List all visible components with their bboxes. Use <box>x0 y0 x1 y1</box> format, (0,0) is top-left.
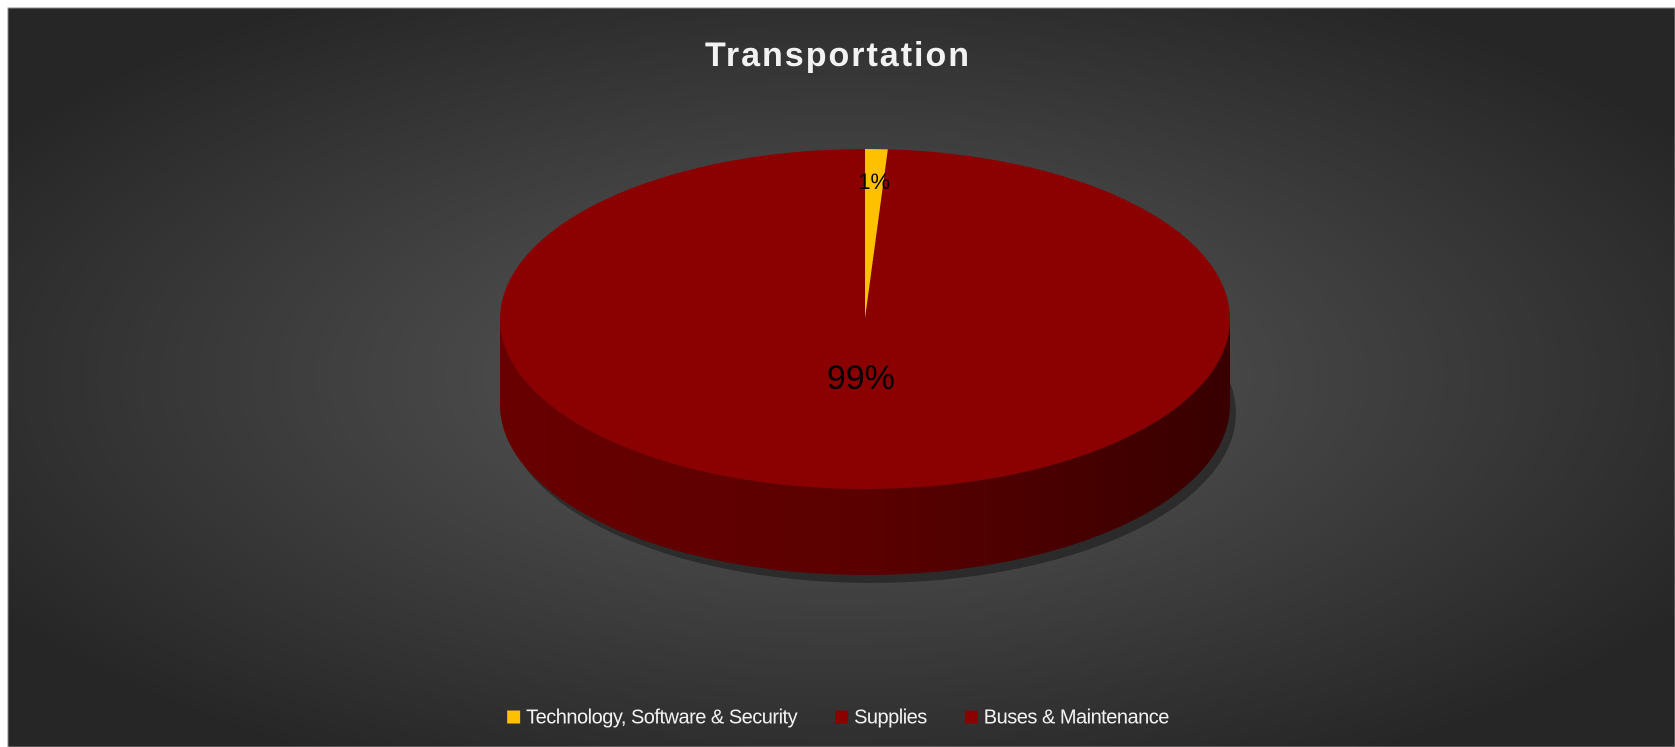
legend-label: Supplies <box>854 706 927 728</box>
data-label: 99% <box>827 359 895 397</box>
legend-swatch <box>507 710 521 724</box>
legend-swatch <box>964 710 978 724</box>
pie-side-shade <box>500 319 1230 575</box>
legend: Technology, Software & Security Supplies B… <box>507 706 1170 728</box>
pie-slice <box>500 149 1231 490</box>
pie-slice <box>865 149 888 319</box>
legend-label: Technology, Software & Security <box>526 706 797 728</box>
legend-label: Buses & Maintenance <box>984 706 1169 728</box>
data-label: 1% <box>858 169 890 194</box>
chart-title: Transportation <box>705 36 971 74</box>
legend-swatch <box>835 710 849 724</box>
